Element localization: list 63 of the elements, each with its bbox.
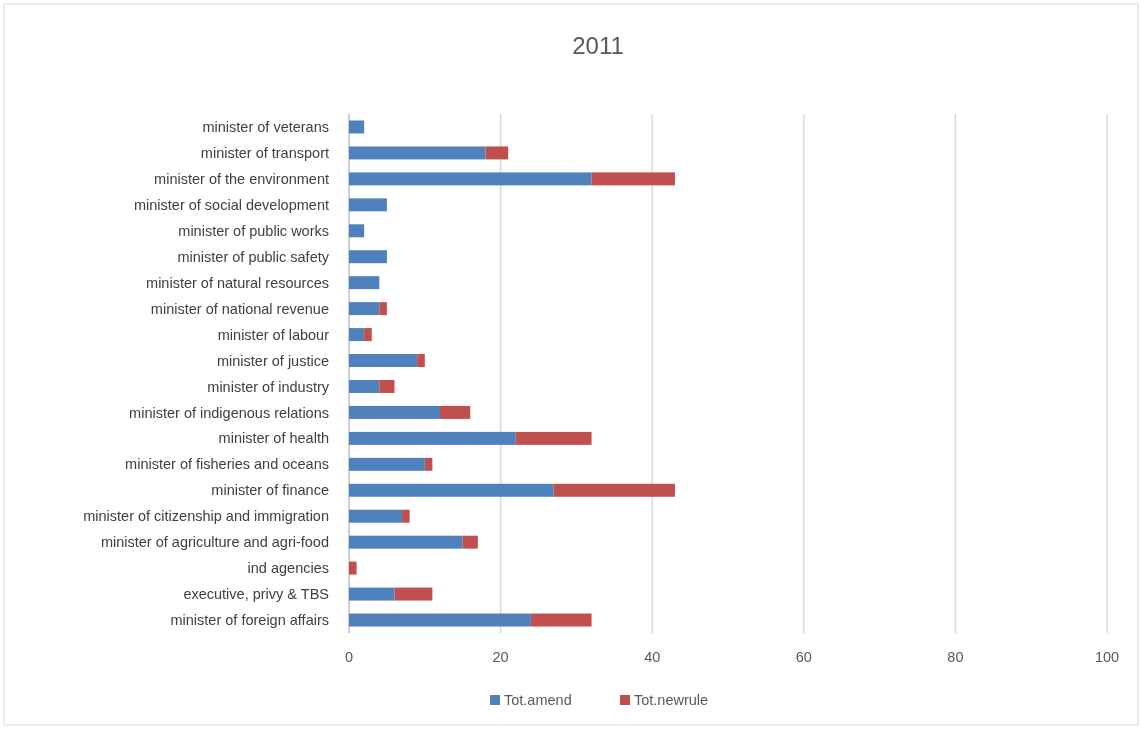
x-tick-label: 80	[947, 649, 964, 665]
y-tick-label: minister of natural resources	[146, 274, 329, 291]
y-tick-label: minister of veterans	[202, 119, 329, 136]
bar	[485, 146, 509, 160]
bar	[349, 509, 403, 523]
bar	[364, 328, 372, 342]
bar	[349, 561, 357, 575]
y-tick-label: minister of agriculture and agri-food	[100, 534, 329, 551]
y-tick-label: minister of industry	[207, 378, 330, 395]
x-tick-label: 60	[795, 649, 812, 665]
y-tick-label: minister of indigenous relations	[129, 404, 329, 421]
y-tick-label: minister of fisheries and oceans	[125, 456, 329, 473]
bar	[417, 354, 425, 368]
bar	[349, 613, 531, 627]
y-tick-label: minister of public safety	[177, 248, 330, 265]
bar	[462, 535, 478, 549]
bar	[379, 302, 387, 316]
y-tick-label: minister of national revenue	[150, 300, 329, 317]
bar	[349, 276, 380, 290]
y-tick-label: minister of the environment	[154, 170, 329, 187]
bar	[439, 405, 471, 419]
bar	[349, 483, 554, 497]
bar	[349, 172, 592, 186]
y-tick-label: minister of citizenship and immigration	[83, 508, 329, 525]
bar	[349, 302, 380, 316]
bar	[349, 354, 418, 368]
bar	[349, 587, 395, 601]
y-tick-label: minister of labour	[217, 326, 330, 343]
y-tick-label: minister of foreign affairs	[170, 612, 329, 629]
y-tick-label: minister of health	[218, 430, 329, 447]
bar	[349, 120, 365, 134]
chart-title: 2011	[572, 32, 624, 59]
x-tick-label: 0	[344, 649, 354, 665]
bar	[591, 172, 675, 186]
bar	[515, 431, 592, 445]
x-tick-label: 20	[492, 649, 509, 665]
bar	[349, 535, 463, 549]
bar	[349, 431, 516, 445]
bar	[349, 405, 440, 419]
y-tick-label: ind agencies	[247, 560, 329, 577]
bar	[553, 483, 675, 497]
y-tick-label: minister of justice	[216, 352, 329, 369]
y-tick-label: minister of public works	[178, 222, 329, 239]
x-tick-label: 100	[1094, 649, 1120, 665]
y-tick-label: executive, privy & TBS	[183, 586, 329, 603]
y-tick-label: minister of social development	[133, 196, 329, 213]
bar	[349, 457, 425, 471]
bar	[349, 328, 365, 342]
legend-label: Tot.amend	[504, 692, 572, 709]
bar	[349, 379, 380, 393]
legend-label: Tot.newrule	[634, 692, 709, 709]
bar	[402, 509, 410, 523]
bar	[349, 250, 387, 264]
bar	[530, 613, 592, 627]
y-tick-label: minister of finance	[211, 482, 329, 499]
bar	[424, 457, 433, 471]
bar	[379, 379, 395, 393]
x-tick-label: 40	[644, 649, 661, 665]
y-tick-label: minister of transport	[200, 145, 329, 161]
bar	[394, 587, 433, 601]
bar	[349, 224, 365, 238]
bar	[349, 146, 486, 160]
bar	[349, 198, 387, 212]
